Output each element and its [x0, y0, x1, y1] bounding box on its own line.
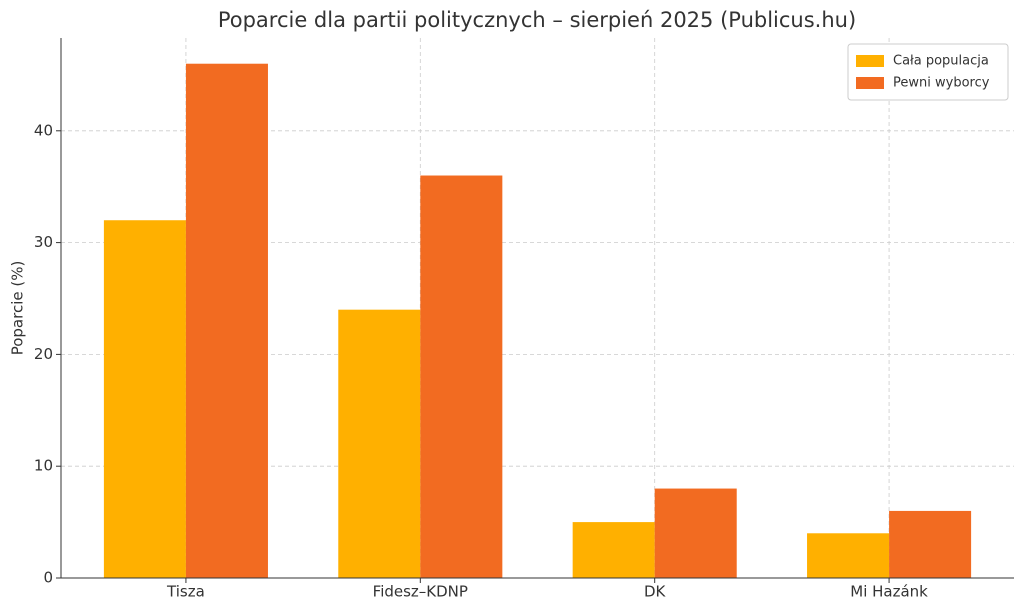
- bar: [572, 522, 655, 578]
- bar: [103, 220, 186, 578]
- bar: [420, 175, 503, 578]
- legend-label: Cała populacja: [893, 54, 989, 69]
- x-tick-label: Mi Hazánk: [850, 583, 928, 601]
- y-tick-label: 0: [43, 569, 53, 587]
- bar: [807, 533, 890, 578]
- x-tick-label: DK: [644, 583, 667, 601]
- y-tick-label: 10: [34, 457, 53, 475]
- chart-title: Poparcie dla partii politycznych – sierp…: [218, 8, 856, 32]
- bar: [654, 488, 737, 578]
- y-axis-label: Poparcie (%): [9, 261, 27, 356]
- y-tick-label: 40: [34, 121, 53, 139]
- y-tick-label: 20: [34, 345, 53, 363]
- legend-swatch: [856, 77, 884, 89]
- bar: [889, 510, 972, 578]
- bar: [338, 309, 421, 578]
- y-tick-label: 30: [34, 233, 53, 251]
- x-tick-label: Fidesz–KDNP: [373, 583, 468, 601]
- legend-label: Pewni wyborcy: [893, 76, 990, 91]
- bar: [185, 63, 268, 578]
- x-tick-label: Tisza: [166, 583, 205, 601]
- legend-box: [847, 43, 1009, 101]
- legend-swatch: [856, 55, 884, 67]
